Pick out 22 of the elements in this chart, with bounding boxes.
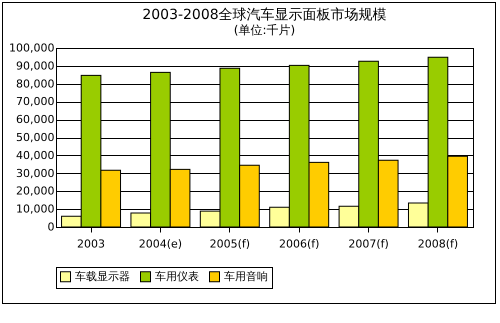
y-tick-label: 50,000 — [16, 131, 54, 144]
legend-label: 车用音响 — [224, 270, 268, 283]
y-tick-label: 10,000 — [16, 202, 54, 216]
x-tick-label: 2007(f) — [348, 238, 389, 250]
x-tick-label: 2008(f) — [418, 238, 458, 250]
y-tick-label: 40,000 — [16, 148, 54, 162]
chart-title: 2003-2008全球汽车显示面板市场规模 — [142, 7, 387, 23]
y-tick-label: 70,000 — [16, 95, 54, 108]
y-tick-label: 60,000 — [16, 113, 54, 126]
y-tick-label: 0 — [48, 220, 54, 234]
legend-label: 车载显示器 — [75, 270, 130, 283]
chart-subtitle: (单位:千片) — [234, 23, 296, 37]
y-tick-label: 30,000 — [16, 166, 54, 180]
x-tick-label: 2006(f) — [278, 238, 320, 250]
y-tick-label: 20,000 — [16, 184, 54, 198]
y-tick-label: 90,000 — [16, 59, 54, 72]
x-tick-label: 2004(e) — [138, 238, 182, 250]
x-tick-label: 2003 — [77, 238, 106, 250]
legend-label: 车用仪表 — [155, 270, 199, 283]
y-tick-label: 100,000 — [9, 42, 54, 54]
x-tick-label: 2005(f) — [210, 238, 250, 250]
y-tick-label: 80,000 — [16, 77, 54, 90]
